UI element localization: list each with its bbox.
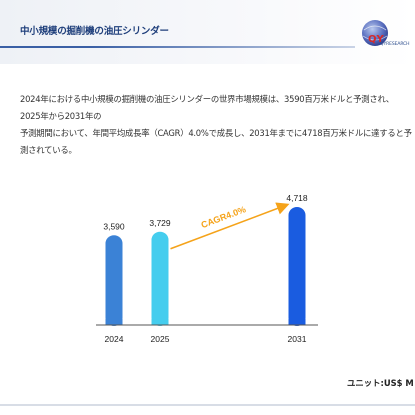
x-tick-label-2031: 2031 [288, 334, 307, 344]
page-title: 中小規模の掘削機の油圧シリンダー [20, 26, 169, 37]
bar-base-2024 [105, 319, 123, 325]
x-tick-label-2025: 2025 [151, 334, 170, 344]
bar-base-2031 [288, 319, 306, 325]
header-divider [0, 46, 355, 48]
bar-2031 [288, 207, 306, 326]
footer-divider [0, 404, 415, 406]
bar-2025 [151, 231, 169, 326]
x-tick-label-2024: 2024 [105, 334, 124, 344]
cagr-arrow [170, 202, 290, 250]
header-band [0, 0, 415, 64]
value-label-2031: 4,718 [286, 193, 308, 203]
cagr-annotation: CAGR4.0% [200, 204, 248, 230]
bar-2024 [105, 235, 123, 326]
market-description: 2024年における中小規模の掘削機の油圧シリンダーの世界市場規模は、3590百万… [20, 94, 412, 155]
logo-wordmark: QYRESEARCH [380, 42, 410, 47]
value-label-2024: 3,590 [103, 221, 125, 231]
unit-label: ユニット:US$ M [347, 378, 414, 388]
market-size-bar-chart: 3,590 2024 3,729 2025 4,718 2031 CAGR4.0% [96, 193, 318, 344]
logo-letters: QY [368, 34, 385, 45]
bar-base-2025 [151, 319, 169, 325]
value-label-2025: 3,729 [149, 218, 171, 228]
qyresearch-logo-icon: QY [362, 20, 388, 46]
